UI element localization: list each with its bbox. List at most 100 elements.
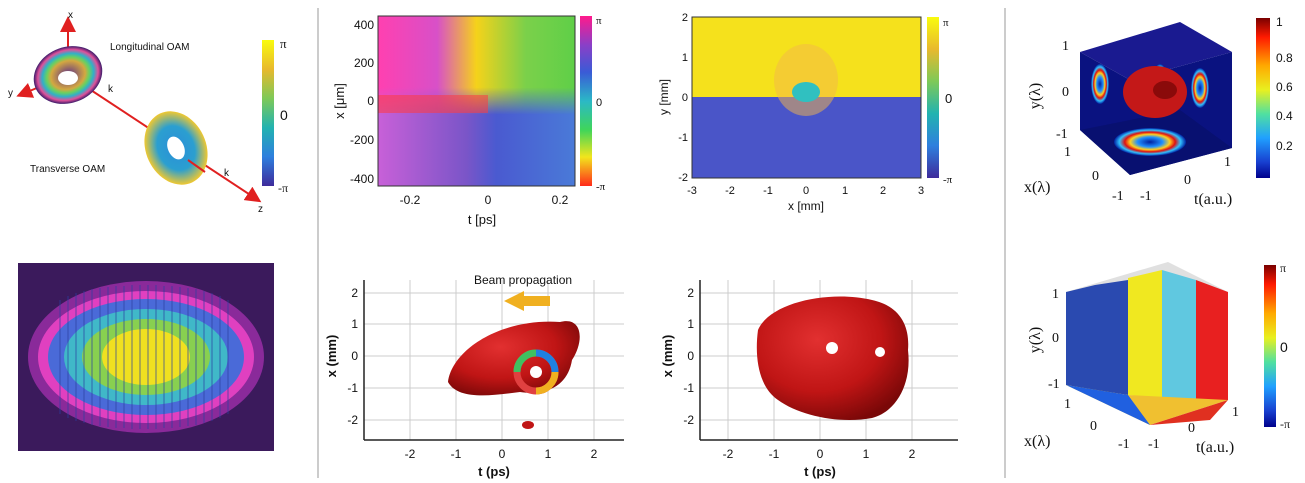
iso-left-xlabel: t (ps)	[478, 464, 510, 479]
ps-ytick: -200	[350, 133, 374, 147]
mm-xtick: 3	[918, 185, 924, 197]
iso-left-ytick: -2	[347, 413, 358, 427]
ps-ytick: 200	[354, 56, 374, 70]
transverse-label: Transverse OAM	[30, 164, 105, 175]
iso-right-xtick: 0	[817, 447, 824, 461]
cube-int-xtick: -1	[1112, 189, 1124, 204]
cube-phase-cbar-tick: -π	[1280, 417, 1290, 431]
cbar-oam-mid: 0	[280, 107, 288, 123]
iso-left-ylabel: x (mm)	[324, 335, 339, 378]
axis-x-label: x	[68, 10, 73, 21]
ps-xlabel: t [ps]	[468, 212, 496, 227]
phase-cube: π 0 -π 1 0 -1 1 0 -1 -1 0 1 x(λ) t(a.u.)…	[1024, 261, 1290, 456]
cube-int-xlabel: x(λ)	[1024, 179, 1050, 196]
cube-phase-xlabel: x(λ)	[1024, 433, 1050, 450]
iso-left-xtick: 0	[499, 447, 506, 461]
cube-phase-ytick: 1	[1052, 287, 1059, 302]
cube-phase-ytick: 0	[1052, 331, 1059, 346]
mm-xtick: -3	[687, 185, 697, 197]
cbar-ps-top: π	[596, 15, 602, 27]
ps-ylabel: x [μm]	[332, 83, 347, 119]
colorbar-ps	[580, 16, 592, 186]
cube-int-cbar-tick: 0.8	[1276, 51, 1293, 65]
cube-phase-ttick: 0	[1188, 421, 1195, 436]
colorbar-oam	[262, 40, 274, 186]
ps-xtick: 0	[485, 193, 492, 207]
isosurface-left: Beam propagation 2 1 0 -1 -2 -2 -1 0 1 2…	[324, 273, 624, 479]
iso-right-ytick: 1	[687, 317, 694, 331]
mm-xtick: 0	[803, 185, 809, 197]
cube-int-ttick: 1	[1224, 155, 1231, 170]
iso-left-ytick: 0	[351, 349, 358, 363]
isosurface-right: 2 1 0 -1 -2 -2 -1 0 1 2 t (ps) x (mm)	[660, 280, 958, 479]
phase-map-ps: π 0 -π 400 200 0 -200 -400 -0.2 0 0.2 t …	[332, 15, 606, 227]
cube-phase-ylabel: y(λ)	[1027, 327, 1044, 353]
cbar-ps-bottom: -π	[596, 181, 606, 193]
cube-phase-xtick: 0	[1090, 419, 1097, 434]
iso-right-ylabel: x (mm)	[660, 335, 675, 378]
iso-right-ytick: -1	[683, 381, 694, 395]
iso-left-ytick: -1	[347, 381, 358, 395]
iso-right-xtick: 1	[863, 447, 870, 461]
cube-int-ttick: -1	[1140, 189, 1152, 204]
mm-xtick: 1	[842, 185, 848, 197]
cube-int-ytick: -1	[1056, 127, 1068, 142]
colorbar-cube-intensity	[1256, 18, 1270, 178]
intensity-cube: 1 0.8 0.6 0.4 0.2 1 0 -1 1 0 -1 -1 0 1 x…	[1024, 15, 1293, 208]
cube-int-ylabel: y(λ)	[1027, 83, 1044, 109]
cube-phase-xtick: 1	[1064, 397, 1071, 412]
cube-int-xtick: 0	[1092, 169, 1099, 184]
iso-left-xtick: -2	[405, 447, 416, 461]
phase-map-mm: π 0 -π 2 1 0 -1 -2 -3 -2 -1 0 1 2 3 x [m…	[657, 12, 953, 213]
cube-int-ytick: 1	[1062, 39, 1069, 54]
iso-right-xtick: 2	[909, 447, 916, 461]
iso-right-ytick: 0	[687, 349, 694, 363]
mm-ytick: -1	[678, 132, 688, 144]
iso-left-xtick: 1	[545, 447, 552, 461]
mm-xtick: 2	[880, 185, 886, 197]
beam-propagation-label: Beam propagation	[474, 273, 572, 287]
cube-phase-ttick: -1	[1148, 437, 1160, 452]
cube-phase-cbar-tick: 0	[1280, 339, 1288, 355]
axis-z-label: z	[258, 204, 263, 215]
cbar-mm-mid: 0	[945, 91, 952, 106]
iso-right-xtick: -2	[723, 447, 734, 461]
longitudinal-label: Longitudinal OAM	[110, 42, 190, 53]
cube-int-ttick: 0	[1184, 173, 1191, 188]
ps-ytick: -400	[350, 172, 374, 186]
iso-left-xtick: -1	[451, 447, 462, 461]
intensity-image	[18, 263, 274, 451]
iso-right-xtick: -1	[769, 447, 780, 461]
cube-phase-tlabel: t(a.u.)	[1196, 439, 1234, 456]
cube-int-cbar-tick: 0.6	[1276, 80, 1293, 94]
cube-phase-cbar-tick: π	[1280, 261, 1286, 275]
ps-ytick: 0	[367, 94, 374, 108]
iso-left-xtick: 2	[591, 447, 598, 461]
mm-ytick: 0	[682, 92, 688, 104]
axis-y-label: y	[8, 88, 13, 99]
mm-xlabel: x [mm]	[788, 199, 824, 213]
mm-ylabel: y [mm]	[657, 79, 671, 115]
iso-right-ytick: -2	[683, 413, 694, 427]
k-label-1: k	[108, 84, 114, 95]
iso-right-xlabel: t (ps)	[804, 464, 836, 479]
mm-xtick: -1	[763, 185, 773, 197]
ps-ytick: 400	[354, 18, 374, 32]
cube-int-cbar-tick: 1	[1276, 15, 1283, 29]
ps-xtick: 0.2	[552, 193, 569, 207]
cube-int-cbar-tick: 0.2	[1276, 139, 1293, 153]
cube-int-tlabel: t(a.u.)	[1194, 191, 1232, 208]
k-label-2: k	[224, 168, 230, 179]
oam-diagram: x y z k k Longitudinal OAM Transverse OA…	[8, 10, 288, 215]
mm-ytick: 2	[682, 12, 688, 24]
colorbar-mm	[927, 17, 939, 178]
cube-int-xtick: 1	[1064, 145, 1071, 160]
cube-phase-ttick: 1	[1232, 405, 1239, 420]
mm-ytick: -2	[678, 172, 688, 184]
cbar-mm-top: π	[943, 17, 949, 29]
ps-xtick: -0.2	[400, 193, 421, 207]
mm-ytick: 1	[682, 52, 688, 64]
cube-int-cbar-tick: 0.4	[1276, 109, 1293, 123]
cbar-mm-bottom: -π	[943, 174, 953, 186]
